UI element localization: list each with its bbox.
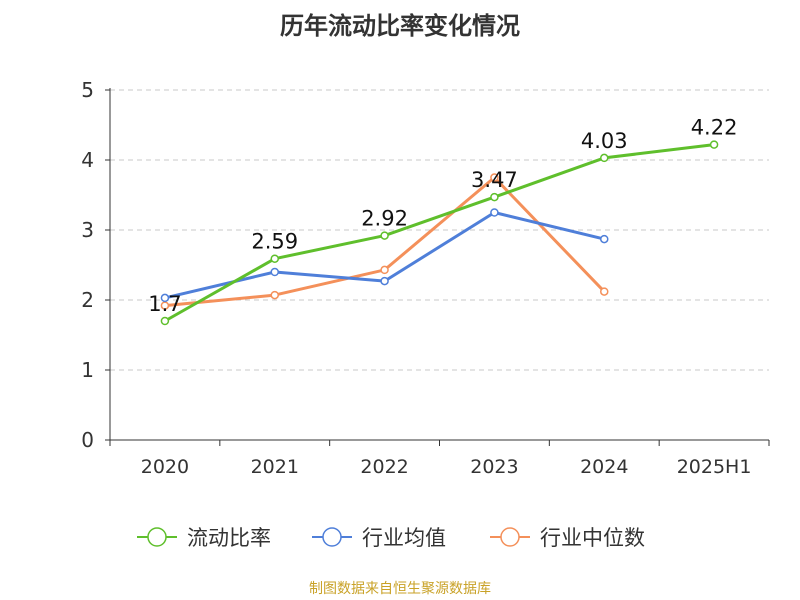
- data-point: [160, 293, 170, 303]
- data-label: 1.7: [148, 292, 181, 316]
- x-tick-label: 2022: [360, 456, 408, 478]
- data-label: 4.03: [581, 129, 628, 153]
- y-tick-label: 4: [81, 148, 94, 172]
- x-tick-label: 2021: [251, 456, 299, 478]
- data-point: [380, 231, 389, 240]
- y-tick-label: 5: [81, 78, 94, 102]
- data-label: 4.22: [691, 116, 738, 140]
- y-tick-label: 2: [81, 288, 94, 312]
- data-point: [270, 290, 279, 300]
- data-point: [709, 140, 719, 149]
- data-label: 2.59: [251, 230, 298, 254]
- data-point: [600, 234, 609, 244]
- data-point: [490, 192, 499, 202]
- legend-marker: [147, 527, 167, 547]
- data-source-note: 制图数据来自恒生聚源数据库: [309, 581, 491, 597]
- chart-title: 历年流动比率变化情况: [280, 12, 520, 40]
- data-point: [380, 276, 389, 286]
- legend-marker: [322, 527, 342, 547]
- data-label: 2.92: [361, 207, 408, 231]
- legend-marker: [500, 527, 520, 547]
- data-point: [490, 173, 499, 182]
- x-tick-label: 2025H1: [677, 456, 752, 478]
- legend-label: 流动比率: [187, 526, 271, 550]
- series-line: [164, 143, 715, 323]
- y-tick-label: 3: [81, 218, 94, 242]
- series-line: [164, 176, 606, 308]
- data-point: [160, 316, 170, 326]
- x-tick-label: 2020: [141, 456, 189, 478]
- y-tick-label: 0: [81, 428, 94, 452]
- legend-label: 行业中位数: [540, 526, 645, 550]
- y-tick-label: 1: [81, 358, 94, 382]
- data-point: [490, 208, 499, 217]
- x-tick-label: 2024: [580, 456, 628, 478]
- legend-label: 行业均值: [362, 526, 446, 550]
- data-point: [270, 267, 279, 277]
- data-point: [600, 153, 609, 163]
- data-point: [600, 287, 609, 296]
- data-label: 3.47: [471, 168, 518, 192]
- data-point: [270, 254, 279, 263]
- x-tick-label: 2023: [470, 456, 518, 478]
- data-point: [380, 265, 389, 275]
